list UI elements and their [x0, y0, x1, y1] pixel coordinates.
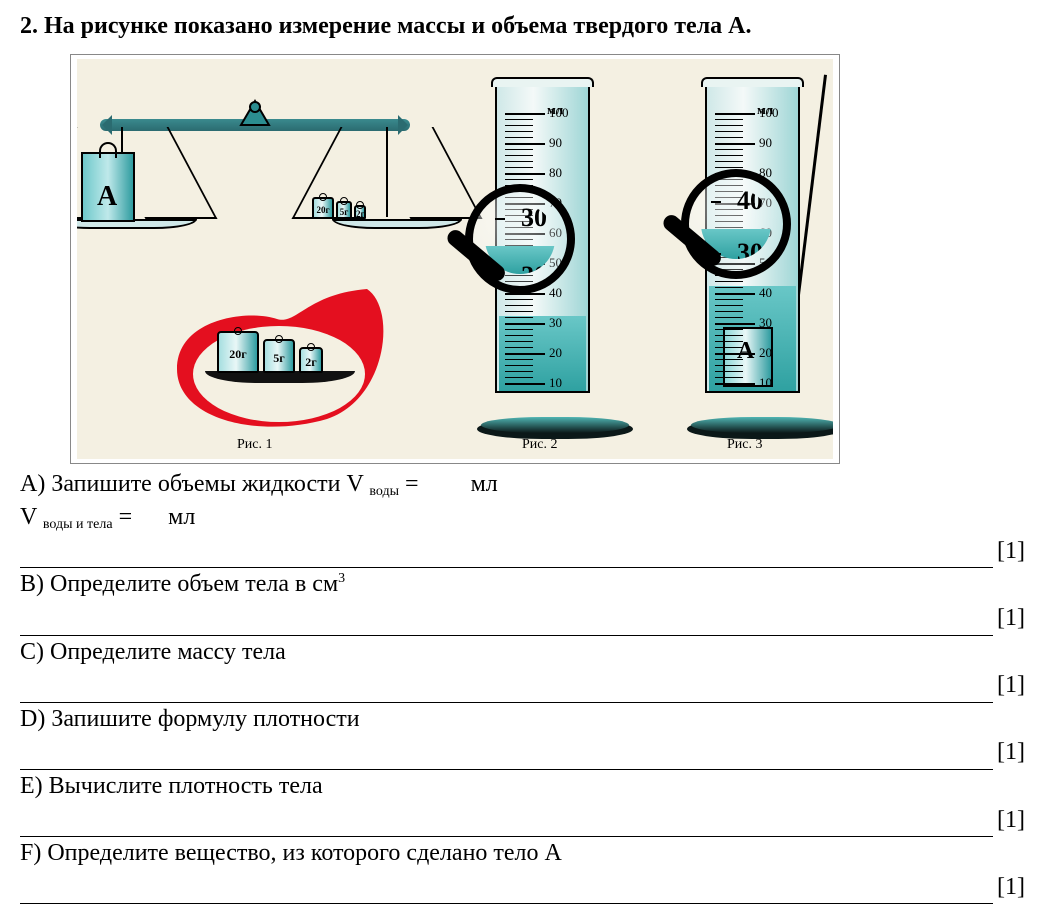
points: [1]	[997, 804, 1025, 838]
answer-line-B: [1]	[20, 602, 1025, 636]
points: [1]	[997, 736, 1025, 770]
item-D: D) Запишите формулу плотности	[20, 703, 1025, 737]
weight: 2г	[299, 347, 323, 373]
question-title-text: На рисунке показано измерение массы и об…	[44, 13, 752, 39]
item-F: F) Определите вещество, из которого сдел…	[20, 837, 1025, 871]
answer-line-D: [1]	[20, 736, 1025, 770]
question-number: 2	[20, 13, 32, 39]
lens-icon: 3020	[465, 184, 575, 294]
cylinder-3: А 100908070605040302010 мл 4030	[647, 69, 833, 439]
answer-line-F: [1]	[20, 871, 1025, 905]
caption-2: Рис. 2	[522, 435, 558, 455]
weight: 20г	[312, 197, 334, 219]
weight: 5г	[263, 339, 295, 373]
weight: 20г	[217, 331, 259, 373]
answer-line-C: [1]	[20, 669, 1025, 703]
points: [1]	[997, 871, 1025, 905]
unit-label: мл	[547, 101, 563, 119]
item-C: C) Определите массу тела	[20, 636, 1025, 670]
questions: A) Запишите объемы жидкости V воды = мл …	[20, 468, 1025, 905]
cylinder-2: 100908070605040302010 мл 3020	[437, 69, 627, 439]
weight: 2г	[354, 205, 366, 219]
answer-line-E: [1]	[20, 804, 1025, 838]
item-E: E) Вычислите плотность тела	[20, 770, 1025, 804]
caption-3: Рис. 3	[727, 435, 763, 455]
body-a-label: А	[97, 177, 117, 216]
weight: 5г	[336, 201, 352, 219]
figure-inner: А 20г5г2г 20г5г2г 100908070605040302010 …	[77, 59, 833, 459]
balance-scale: А 20г5г2г 20г5г2г	[87, 69, 422, 439]
right-hanger	[386, 127, 388, 217]
points: [1]	[997, 602, 1025, 636]
weight-callout: 20г5г2г	[157, 279, 392, 429]
magnifier-3: 4030	[641, 169, 791, 319]
figure: А 20г5г2г 20г5г2г 100908070605040302010 …	[70, 54, 840, 464]
item-A-line1: A) Запишите объемы жидкости V воды = мл	[20, 468, 1025, 502]
magnifier-2: 3020	[425, 184, 575, 334]
answer-line-A: [1]	[20, 535, 1025, 569]
item-B: B) Определите объем тела в см3	[20, 568, 1025, 602]
lens-icon: 4030	[681, 169, 791, 279]
pivot-icon	[237, 97, 273, 133]
caption-1: Рис. 1	[237, 435, 273, 455]
points: [1]	[997, 669, 1025, 703]
question-title: 2. На рисунке показано измерение массы и…	[20, 10, 1025, 44]
points: [1]	[997, 535, 1025, 569]
item-A-line2: V воды и тела = мл	[20, 501, 1025, 535]
unit-label: мл	[757, 101, 773, 119]
